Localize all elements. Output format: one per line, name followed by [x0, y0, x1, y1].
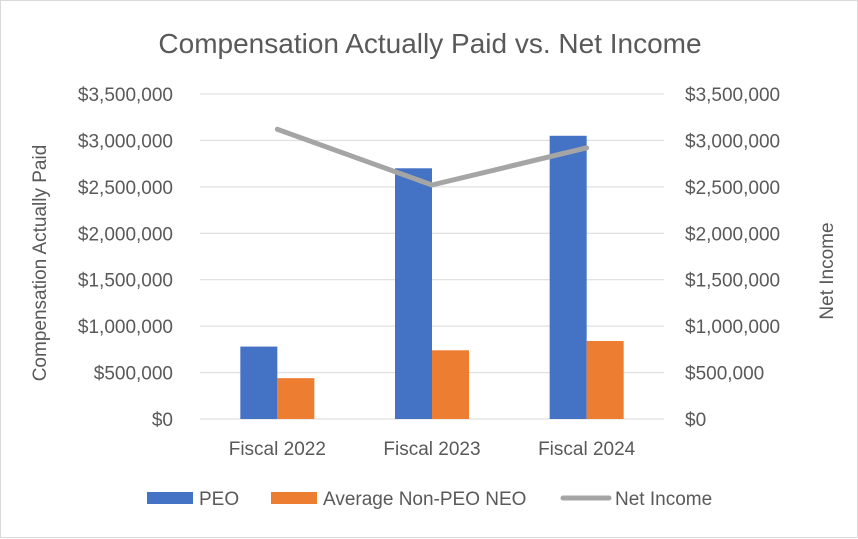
y-tick-label: $3,500,000: [78, 85, 173, 106]
x-tick-label: Fiscal 2024: [538, 439, 636, 460]
y-tick-label: $2,500,000: [78, 178, 173, 199]
bar-average-non-peo-neo-2: [586, 341, 624, 419]
y-tick-label: $3,000,000: [78, 131, 173, 152]
legend-label-average-non-peo-neo: Average Non-PEO NEO: [323, 489, 526, 510]
y-tick-label: $1,500,000: [78, 271, 173, 292]
legend-label-peo: PEO: [199, 489, 239, 510]
chart-title: Compensation Actually Paid vs. Net Incom…: [158, 28, 701, 59]
x-tick-label: Fiscal 2022: [229, 439, 326, 460]
y-tick-label: $1,000,000: [78, 317, 173, 338]
y2-tick-label: $2,000,000: [685, 224, 780, 245]
y2-tick-label: $3,000,000: [685, 131, 780, 152]
y-axis-title: Compensation Actually Paid: [30, 145, 51, 382]
y-axis-ticks: $0 $500,000 $1,000,000 $1,500,000 $2,000,000…: [78, 85, 173, 431]
line-net-income: [274, 126, 590, 188]
y2-tick-label: $2,500,000: [685, 178, 780, 199]
y2-axis-title: Net Income: [817, 222, 838, 319]
bar-peo-0: [240, 346, 278, 419]
y2-axis-ticks: $0 $500,000 $1,000,000 $1,500,000 $2,000,000…: [685, 85, 780, 431]
x-axis-ticks: Fiscal 2022 Fiscal 2023 Fiscal 2024: [229, 439, 636, 460]
y2-tick-label: $1,000,000: [685, 317, 780, 338]
y2-tick-label: $3,500,000: [685, 85, 780, 106]
y-tick-label: $0: [152, 410, 173, 431]
y2-tick-label: $500,000: [685, 364, 764, 385]
x-tick-label: Fiscal 2023: [383, 439, 480, 460]
bar-peo-1: [395, 168, 432, 419]
legend-label-net-income: Net Income: [615, 489, 712, 510]
y2-tick-label: $1,500,000: [685, 271, 780, 292]
legend-swatch-peo: [147, 492, 193, 504]
y-tick-label: $2,000,000: [78, 224, 173, 245]
bar-average-non-peo-neo-0: [277, 378, 315, 419]
y2-tick-label: $0: [685, 410, 706, 431]
legend-swatch-average-non-peo-neo: [271, 492, 317, 504]
line-marks: [274, 126, 590, 188]
bar-peo-2: [549, 135, 587, 420]
legend: PEO Average Non-PEO NEO Net Income: [147, 489, 712, 510]
bar-average-non-peo-neo-1: [432, 350, 469, 419]
y-tick-label: $500,000: [94, 364, 173, 385]
bar-marks: [240, 135, 624, 420]
